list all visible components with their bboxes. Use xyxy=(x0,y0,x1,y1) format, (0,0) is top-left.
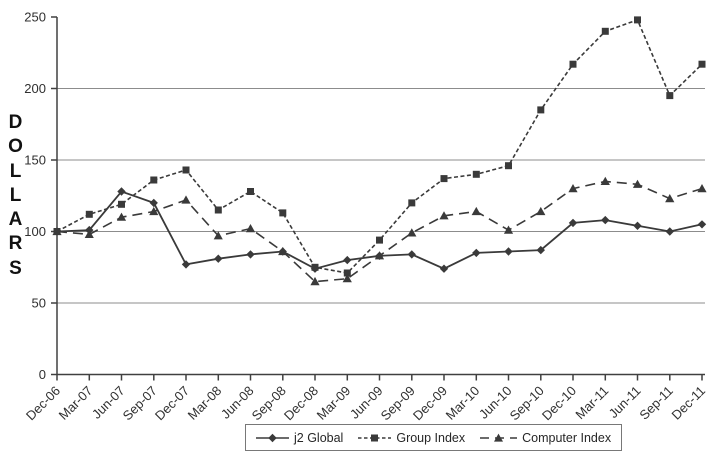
x-axis-tick-label: Mar-10 xyxy=(443,383,483,423)
x-axis-tick-label: Mar-08 xyxy=(185,383,225,423)
computer-index-triangle-marker xyxy=(536,206,546,216)
group-index-square-marker xyxy=(343,269,351,277)
group-index-square-marker xyxy=(247,188,254,195)
j2-global-diamond-marker xyxy=(568,218,578,228)
computer-index-triangle-marker xyxy=(374,251,385,260)
x-axis-tick-label: Dec-06 xyxy=(23,383,63,423)
x-axis-tick-label: Dec-08 xyxy=(281,383,321,423)
computer-index-triangle-marker xyxy=(84,229,94,238)
computer-index-triangle-marker xyxy=(310,276,320,286)
x-axis-tick-label: Mar-11 xyxy=(572,383,611,422)
y-axis-tick-label: 50 xyxy=(32,296,46,311)
computer-index-triangle-marker xyxy=(665,194,675,203)
y-axis-tick-label: 100 xyxy=(24,224,46,239)
y-axis-title: DOLLARS xyxy=(8,112,23,279)
group-index-square-marker xyxy=(118,200,125,208)
j2-global-diamond-marker xyxy=(246,250,255,259)
j2-global-diamond-marker xyxy=(536,245,545,255)
y-axis-tick-label: 150 xyxy=(24,153,46,168)
j2-global-diamond-marker xyxy=(472,248,481,258)
legend-label-group-index: Group Index xyxy=(396,430,466,445)
computer-index-triangle-marker xyxy=(181,195,191,204)
group-index-square-marker xyxy=(279,209,287,217)
group-index-square-marker xyxy=(505,162,512,170)
group-index-square-marker xyxy=(601,27,609,35)
computer-index-triangle-marker xyxy=(632,179,643,188)
x-axis-tick-label: Dec-10 xyxy=(539,383,579,423)
j2-global-diamond-marker xyxy=(601,215,610,225)
legend-item-j2-global: j2 Global xyxy=(256,431,343,445)
x-axis-tick-label: Sep-10 xyxy=(507,383,547,423)
group-index-square-marker xyxy=(569,60,577,68)
y-axis-tick-label: 0 xyxy=(39,367,46,382)
computer-index-triangle-marker xyxy=(600,176,610,185)
x-axis-tick-label: Sep-08 xyxy=(249,383,289,423)
group-index-square-marker xyxy=(408,199,416,207)
x-axis-tick-label: Mar-09 xyxy=(314,383,354,423)
j2-global-diamond-marker xyxy=(343,255,352,265)
computer-index-triangle-marker xyxy=(439,211,449,220)
x-axis-tick-label: Dec-07 xyxy=(152,383,192,423)
computer-index-triangle-marker xyxy=(149,206,159,216)
group-index-square-marker xyxy=(214,206,222,214)
dashed-line-square-marker-icon xyxy=(358,434,392,441)
x-axis-tick-label: Dec-09 xyxy=(410,383,450,423)
group-index-square-marker xyxy=(85,210,93,218)
computer-index-triangle-marker xyxy=(278,246,288,256)
computer-index-triangle-marker xyxy=(52,226,62,236)
computer-index-triangle-marker xyxy=(116,212,127,221)
computer-index-triangle-marker xyxy=(342,274,352,283)
group-index-square-marker xyxy=(472,170,480,178)
computer-index-triangle-marker xyxy=(471,206,481,216)
j2-global-diamond-marker xyxy=(439,264,449,273)
legend-item-computer-index: Computer Index xyxy=(480,431,611,445)
computer-index-triangle-marker xyxy=(245,224,256,233)
longdash-line-triangle-marker-icon xyxy=(480,433,518,442)
j2-global-diamond-marker xyxy=(117,187,126,196)
computer-index-triangle-marker xyxy=(503,225,514,234)
x-axis-tick-label: Sep-11 xyxy=(636,383,676,423)
computer-index-triangle-marker xyxy=(407,228,417,237)
x-axis-tick-label: Dec-11 xyxy=(669,383,709,423)
solid-line-diamond-marker-icon xyxy=(256,433,289,442)
computer-index-triangle-marker xyxy=(568,184,578,193)
legend: j2 Global Group Index Computer Index xyxy=(245,424,623,451)
group-index-line xyxy=(56,18,703,274)
j2-global-diamond-marker xyxy=(665,227,674,236)
group-index-square-marker xyxy=(537,106,545,114)
legend-item-group-index: Group Index xyxy=(358,431,465,445)
group-index-square-marker xyxy=(150,176,158,184)
y-axis-tick-label: 250 xyxy=(24,10,46,25)
legend-label-computer-index: Computer Index xyxy=(522,430,612,445)
computer-index-triangle-marker xyxy=(213,231,223,240)
j2-global-diamond-marker xyxy=(697,220,707,229)
x-axis-tick-label: Sep-09 xyxy=(378,383,418,423)
group-index-square-marker xyxy=(311,263,319,271)
y-axis-tick-label: 200 xyxy=(24,81,46,96)
x-axis-tick-label: Jun-11 xyxy=(606,383,644,421)
group-index-square-marker xyxy=(376,236,383,244)
j2-global-diamond-marker xyxy=(149,198,158,208)
group-index-square-marker xyxy=(634,16,641,24)
j2-global-diamond-marker xyxy=(214,254,223,263)
j2-global-diamond-marker xyxy=(504,247,513,256)
x-axis-tick-label: Mar-07 xyxy=(56,383,96,423)
j2-global-diamond-marker xyxy=(181,260,191,269)
group-index-square-marker xyxy=(666,92,674,100)
x-axis-tick-label: Sep-07 xyxy=(120,383,160,423)
computer-index-triangle-marker xyxy=(697,184,707,193)
group-index-square-marker xyxy=(440,175,448,183)
j2-global-diamond-marker xyxy=(407,250,416,259)
j2-global-diamond-marker xyxy=(633,221,642,230)
legend-label-j2-global: j2 Global xyxy=(294,430,344,445)
group-index-square-marker xyxy=(182,166,190,174)
group-index-square-marker xyxy=(698,60,706,68)
